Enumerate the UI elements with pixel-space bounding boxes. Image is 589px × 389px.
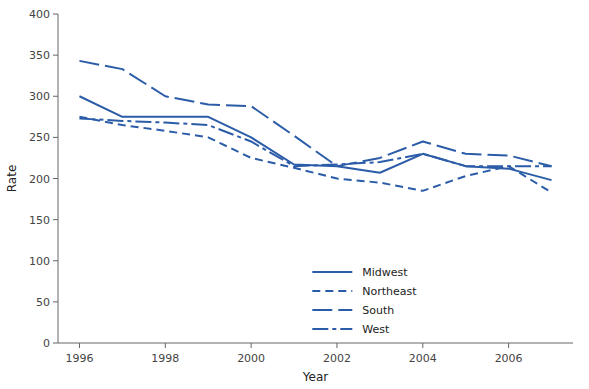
y-tick: [53, 55, 58, 56]
y-tick: [53, 178, 58, 179]
y-tick: [53, 137, 58, 138]
legend-swatch: [312, 290, 352, 292]
x-tick: [422, 343, 423, 348]
x-axis-label: Year: [302, 370, 328, 384]
series-line: [79, 96, 551, 180]
x-tick-label: 2006: [495, 352, 523, 365]
y-axis-label: Rate: [5, 165, 19, 193]
y-tick-label: 100: [29, 255, 50, 268]
x-tick: [165, 343, 166, 348]
y-tick-label: 250: [29, 131, 50, 144]
y-tick-label: 200: [29, 173, 50, 186]
y-tick: [53, 96, 58, 97]
legend-label: South: [362, 304, 394, 317]
y-tick-label: 400: [29, 8, 50, 21]
y-tick-label: 300: [29, 90, 50, 103]
x-tick-label: 2004: [409, 352, 437, 365]
chart: 1996 1998 2000 2002 2004 2006 0 50 100 150 200 250 3…: [0, 0, 589, 389]
y-tick: [53, 343, 58, 344]
chart-container: 1996 1998 2000 2002 2004 2006 0 50 100 150 200 250 3…: [0, 0, 589, 389]
y-tick-label: 50: [36, 296, 50, 309]
legend-label: Northeast: [362, 285, 417, 298]
x-tick-label: 1996: [65, 352, 93, 365]
x-tick-label: 2000: [237, 352, 265, 365]
y-tick: [53, 219, 58, 220]
x-tick: [79, 343, 80, 348]
x-tick-label: 2002: [323, 352, 351, 365]
x-tick: [251, 343, 252, 348]
x-tick: [508, 343, 509, 348]
series-line: [79, 61, 551, 166]
axes: 1996 1998 2000 2002 2004 2006 0 50 100 150 200 250 3…: [29, 8, 573, 365]
y-tick: [53, 260, 58, 261]
legend: Midwest Northeast South West: [312, 266, 417, 336]
legend-label: West: [362, 323, 390, 336]
x-axis-line: [58, 343, 573, 344]
y-tick: [53, 301, 58, 302]
y-tick-label: 150: [29, 214, 50, 227]
x-tick-label: 1998: [151, 352, 179, 365]
plot-area: [79, 61, 551, 193]
legend-label: Midwest: [362, 266, 408, 279]
x-tick: [336, 343, 337, 348]
y-tick: [53, 14, 58, 15]
legend-swatch: [312, 328, 352, 330]
series-line: [79, 118, 551, 166]
y-tick-label: 350: [29, 49, 50, 62]
legend-swatch: [312, 271, 352, 273]
legend-swatch: [312, 309, 352, 311]
y-tick-label: 0: [43, 337, 50, 350]
